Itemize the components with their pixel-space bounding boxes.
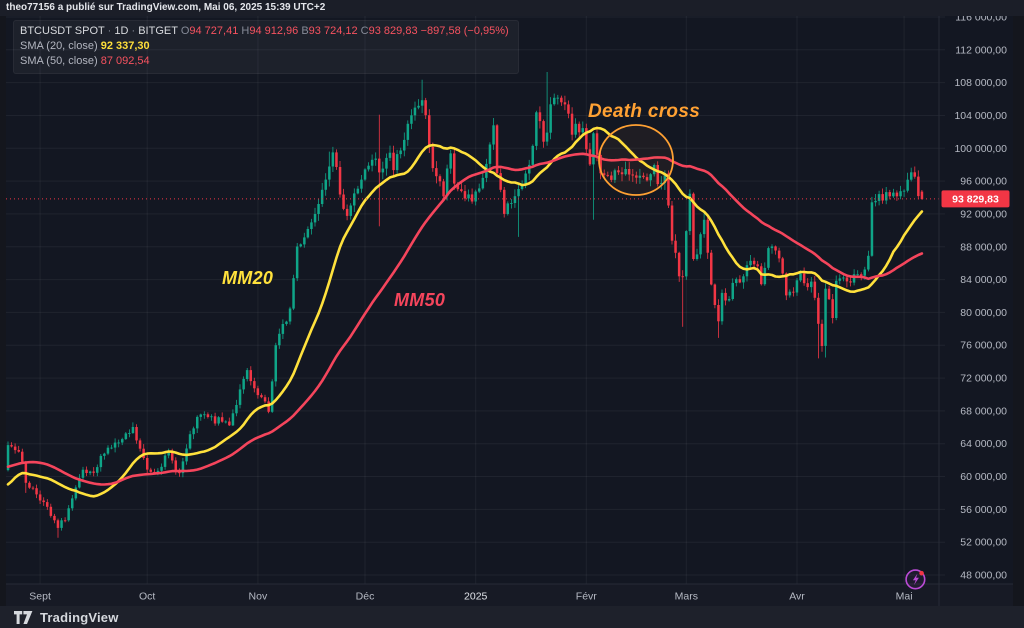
- svg-text:Mars: Mars: [675, 591, 698, 603]
- svg-text:104 000,00: 104 000,00: [954, 110, 1007, 122]
- sma50-label: SMA (50, close): [20, 55, 98, 67]
- svg-text:56 000,00: 56 000,00: [960, 504, 1007, 516]
- chart-legend: BTCUSDT SPOT · 1D · BITGET O94 727,41 H9…: [13, 20, 519, 74]
- symbol-name: BTCUSDT SPOT: [20, 25, 105, 37]
- legend-sma20-row: SMA (20, close) 92 337,30: [20, 39, 509, 54]
- svg-text:68 000,00: 68 000,00: [960, 405, 1007, 417]
- tradingview-logo-icon[interactable]: [14, 610, 33, 624]
- svg-text:84 000,00: 84 000,00: [960, 274, 1007, 286]
- flash-alert-icon[interactable]: [904, 567, 928, 591]
- close-value: 93 829,83: [368, 25, 418, 37]
- attribution-bar: theo77156 a publié sur TradingView.com, …: [0, 0, 1024, 16]
- svg-text:Sept: Sept: [29, 591, 51, 603]
- svg-text:Avr: Avr: [789, 591, 805, 603]
- svg-text:92 000,00: 92 000,00: [960, 208, 1007, 220]
- svg-text:52 000,00: 52 000,00: [960, 537, 1007, 549]
- chart-frame[interactable]: 116 000,00 112 000,00 108 000,00 104 000,00…: [6, 16, 1013, 606]
- svg-text:93 829,83: 93 829,83: [952, 194, 999, 206]
- svg-text:76 000,00: 76 000,00: [960, 340, 1007, 352]
- sma20-label: SMA (20, close): [20, 40, 98, 52]
- high-label: H: [241, 25, 250, 37]
- open-label: O: [180, 25, 190, 37]
- svg-text:72 000,00: 72 000,00: [960, 373, 1007, 385]
- close-label: C: [360, 25, 369, 37]
- svg-text:60 000,00: 60 000,00: [960, 471, 1007, 483]
- svg-text:96 000,00: 96 000,00: [960, 176, 1007, 188]
- sma50-value: 87 092,54: [100, 55, 150, 67]
- svg-text:100 000,00: 100 000,00: [954, 143, 1007, 155]
- footer-bar: TradingView: [0, 606, 1024, 628]
- open-value: 94 727,41: [189, 25, 239, 37]
- svg-text:Oct: Oct: [139, 591, 155, 603]
- svg-text:116 000,00: 116 000,00: [955, 16, 1007, 24]
- exchange-name: BITGET: [138, 25, 178, 37]
- legend-sma50-row: SMA (50, close) 87 092,54: [20, 54, 509, 69]
- sma20-value: 92 337,30: [100, 40, 150, 52]
- high-value: 94 912,96: [249, 25, 299, 37]
- svg-text:80 000,00: 80 000,00: [960, 307, 1007, 319]
- svg-text:2025: 2025: [464, 591, 488, 603]
- svg-text:Févr: Févr: [576, 591, 598, 603]
- low-label: B: [301, 25, 309, 37]
- low-value: 93 724,12: [308, 25, 358, 37]
- tradingview-brand-text[interactable]: TradingView: [40, 609, 119, 625]
- attribution-text: theo77156 a publié sur TradingView.com, …: [6, 2, 326, 13]
- svg-text:Mai: Mai: [896, 591, 913, 603]
- change-value: −897,58 (−0,95%): [420, 25, 509, 37]
- svg-text:48 000,00: 48 000,00: [960, 570, 1007, 582]
- svg-text:108 000,00: 108 000,00: [954, 77, 1007, 89]
- svg-text:Nov: Nov: [249, 591, 268, 603]
- timeframe: 1D: [114, 25, 129, 37]
- svg-text:88 000,00: 88 000,00: [960, 241, 1007, 253]
- svg-text:64 000,00: 64 000,00: [960, 438, 1007, 450]
- svg-text:Déc: Déc: [356, 591, 375, 603]
- separator: ·: [131, 25, 136, 37]
- legend-symbol-row: BTCUSDT SPOT · 1D · BITGET O94 727,41 H9…: [20, 24, 509, 39]
- svg-text:112 000,00: 112 000,00: [955, 44, 1007, 56]
- separator: ·: [107, 25, 112, 37]
